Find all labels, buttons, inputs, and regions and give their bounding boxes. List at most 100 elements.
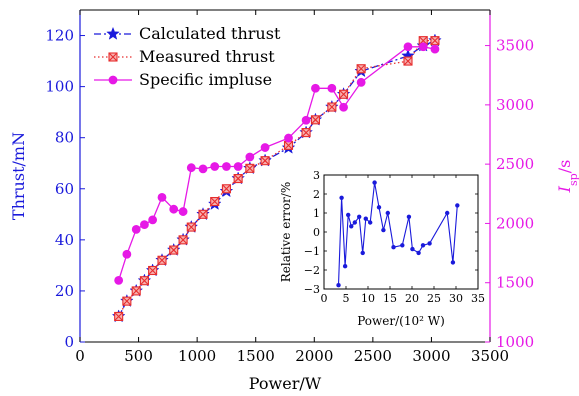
right-y-tick-label: 3000 [496,96,534,114]
right-y-axis-title: Isp/s [555,160,579,194]
legend-entry-2: Specific impluse [139,70,272,89]
right-y-tick-label: 3500 [496,37,534,55]
series-1-point-cross [245,163,255,173]
x-tick-label: 1500 [237,347,275,365]
left-y-tick-label: 60 [55,180,74,198]
series-2-point [301,115,311,125]
series-1-point [233,174,243,184]
x-tick-label: 0 [75,347,85,365]
left-y-tick-label: 40 [55,231,74,249]
series-2-point [222,162,231,171]
left-y-tick-label: 0 [64,333,74,351]
series-2-point [148,215,158,225]
inset-x-tick-label: 20 [405,292,419,305]
inset-y-axis-title: Relative error/% [279,182,293,282]
inset-series-point [363,216,368,221]
series-2-point [169,204,179,214]
series-1-point-cross [311,115,320,125]
inset-plot: 0 5 10 15 20 25 30 35 −3 −2 −1 0 1 2 3 Power/(10² W) Rel… [279,169,485,328]
inset-y-tick-label: −3 [304,283,320,296]
inset-series-point [346,212,351,218]
series-1-point-cross [260,156,270,166]
series-2-point [327,83,337,93]
series-1-point [403,56,413,66]
series-1-point [283,140,294,150]
inset-series-point [352,220,357,225]
x-tick-label: 2000 [295,347,333,365]
series-2-point [311,83,320,93]
inset-series-point [336,283,341,288]
series-2-point [339,102,348,112]
series-1-point [339,89,349,99]
inset-frame [323,174,479,290]
series-2-point [210,162,220,171]
series-2-point [178,207,188,216]
inset-series-point [450,260,456,265]
series-1-point-cross [327,102,337,112]
series-1-point-cross [430,36,440,46]
series-1-point-cross [157,255,167,265]
series-2-point [131,224,141,234]
right-y-tick-label: 2500 [496,155,534,173]
inset-y-tick-label: 3 [313,169,320,182]
inset-y-tick-label: 2 [313,188,320,201]
series-2-point [403,42,413,52]
inset-series-point [349,224,354,229]
x-tick-label: 500 [124,347,153,365]
inset-series-point [339,195,344,200]
series-1-point [210,196,220,207]
series-1-point [260,156,270,166]
inset-series-point [381,227,386,233]
series-1-point [122,296,132,306]
x-tick-label: 1000 [178,347,216,365]
inset-series-point [357,214,362,219]
legend-entry-0: Calculated thrust [139,24,281,43]
series-2-point [157,192,167,202]
series-1-point [245,163,255,173]
inset-x-axis-title: Power/(10² W) [357,314,445,328]
series-1-point [114,311,124,322]
series-1-point-cross [284,140,293,150]
inset-y-tick-label: 1 [313,207,320,220]
series-1-point-cross [148,266,158,275]
series-1-point [178,235,188,245]
inset-x-tick-label: 25 [427,292,441,305]
series-1-point [131,286,141,296]
inset-series-point [455,203,460,208]
right-y-tick-label: 1000 [496,333,534,351]
series-1-point [139,276,149,286]
inset-x-tick-label: 35 [471,292,485,305]
inset-series-point [420,243,426,248]
legend-marker-1-cross [108,52,118,62]
inset-series-point [342,264,348,269]
inset-x-tick-label: 30 [449,292,463,305]
left-y-tick-label: 100 [45,78,74,96]
inset-series-point [368,220,373,225]
series-1-point [301,128,311,138]
series-1-point [169,245,179,255]
series-1-point-cross [222,184,231,194]
series-1-point [356,64,366,74]
series-1-point [221,184,231,194]
series-1-point [157,255,167,265]
series-2-point [245,152,255,162]
series-1-point [327,102,337,112]
left-y-tick-label: 20 [55,282,74,300]
x-tick-label: 2500 [354,347,392,365]
series-2-point [233,162,243,171]
series-2-point [356,77,366,87]
series-2-point [114,275,124,285]
inset-x-tick-label: 0 [321,292,328,305]
series-1-point-cross [198,209,208,219]
series-2-point [418,42,428,52]
inset-x-tick-label: 10 [361,292,375,305]
inset-y-tick-label: 0 [313,226,320,239]
series-1-point-cross [140,276,149,286]
series-1-point [310,115,321,125]
x-tick-label: 3000 [412,347,450,365]
series-2-point [198,164,208,174]
inset-y-tick-label: −2 [304,264,320,277]
series-2-point [186,163,196,173]
legend-marker-0 [106,26,120,40]
